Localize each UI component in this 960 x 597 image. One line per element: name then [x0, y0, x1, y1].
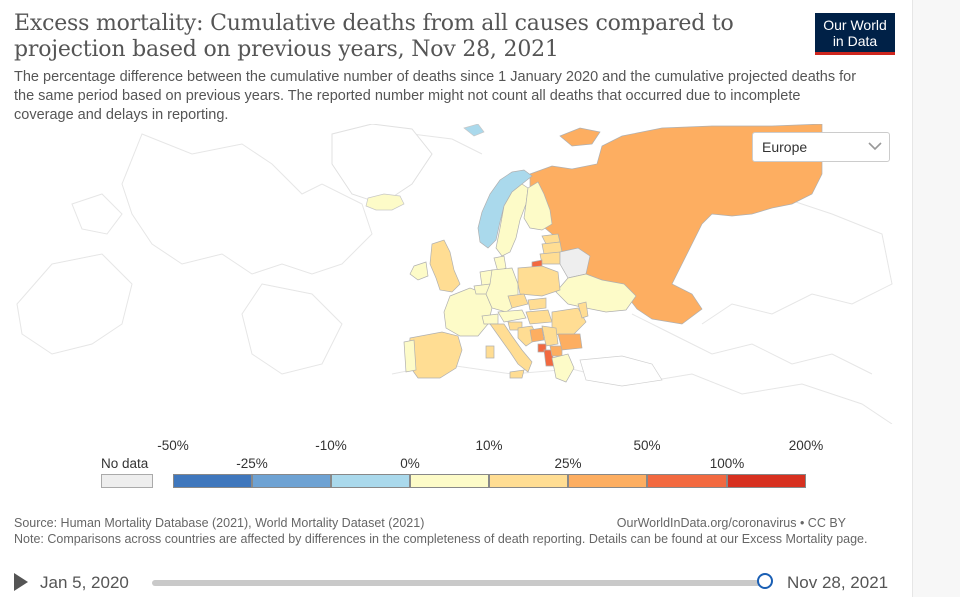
logo-line-2: in Data — [832, 33, 878, 49]
country-svalbard[interactable] — [463, 124, 485, 137]
side-panel-edge — [912, 0, 960, 597]
legend-tick-25: 25% — [554, 456, 582, 471]
legend-bin-1[interactable] — [173, 474, 252, 488]
country-turkey[interactable] — [579, 355, 663, 387]
country-finland[interactable] — [523, 181, 553, 231]
country-ireland[interactable] — [409, 261, 429, 281]
country-serbia[interactable] — [541, 325, 559, 347]
footer-link[interactable]: OurWorldInData.org/coronavirus • CC BY — [616, 516, 846, 530]
country-north-macedonia[interactable] — [549, 345, 563, 357]
legend-no-data-label: No data — [101, 456, 149, 471]
country-czechia[interactable] — [507, 293, 529, 309]
legend-bin-8[interactable] — [727, 474, 806, 488]
map — [16, 124, 893, 424]
chart-frame: Excess mortality: Cumulative deaths from… — [0, 11, 912, 597]
timeline-thumb[interactable] — [757, 573, 773, 589]
legend-tick-minus-50: -50% — [157, 438, 189, 453]
country-moldova[interactable] — [577, 301, 589, 319]
timeline-track[interactable] — [152, 580, 766, 586]
logo-accent-bar — [815, 52, 895, 55]
country-switzerland[interactable] — [481, 313, 499, 325]
title-line-2: projection based on previous years, Nov … — [14, 37, 559, 62]
country-slovakia[interactable] — [527, 297, 547, 311]
legend-tick-0: 0% — [400, 456, 420, 471]
legend-tick-200: 200% — [788, 438, 824, 453]
source-text: Source: Human Mortality Database (2021),… — [14, 516, 425, 530]
legend-no-data-swatch[interactable] — [101, 474, 153, 488]
region-select[interactable]: Europe — [752, 132, 890, 162]
country-ukraine[interactable] — [555, 273, 637, 313]
note-text: Note: Comparisons across countries are a… — [14, 532, 868, 546]
legend-tick-100: 100% — [709, 456, 745, 471]
country-denmark[interactable] — [493, 255, 507, 273]
legend-bin-6[interactable] — [568, 474, 647, 488]
country-lithuania[interactable] — [539, 251, 561, 265]
russia-novaya-zemlya — [559, 127, 601, 147]
country-bosnia[interactable] — [529, 327, 545, 343]
legend-tick-minus-25: -25% — [236, 456, 268, 471]
country-greece[interactable] — [551, 353, 575, 383]
timeline: Jan 5, 2020 Nov 28, 2021 — [0, 568, 912, 597]
legend-bin-3[interactable] — [331, 474, 410, 488]
chart-title: Excess mortality: Cumulative deaths from… — [14, 11, 774, 63]
timeline-end-date: Nov 28, 2021 — [787, 573, 889, 592]
logo-line-1: Our World — [823, 17, 887, 33]
greenland — [331, 124, 433, 205]
country-iceland[interactable] — [365, 193, 405, 211]
country-portugal[interactable] — [403, 339, 417, 373]
region-select-value: Europe — [762, 139, 808, 155]
title-line-1: Excess mortality: Cumulative deaths from… — [14, 11, 734, 36]
italy-sicily — [509, 369, 525, 379]
country-bulgaria[interactable] — [557, 333, 583, 351]
legend-tick-minus-10: -10% — [315, 438, 347, 453]
chevron-down-icon — [868, 142, 882, 151]
country-france[interactable] — [443, 287, 493, 337]
country-italy[interactable] — [489, 323, 533, 373]
owid-logo[interactable]: Our World in Data — [815, 13, 895, 55]
country-spain[interactable] — [407, 331, 463, 379]
legend-bin-2[interactable] — [252, 474, 331, 488]
timeline-start-date: Jan 5, 2020 — [40, 573, 129, 592]
chart-subtitle: The percentage difference between the cu… — [14, 69, 857, 123]
country-austria[interactable] — [497, 309, 527, 323]
country-sweden[interactable] — [495, 183, 529, 257]
italy-sardinia — [485, 345, 495, 359]
legend-tick-50: 50% — [633, 438, 661, 453]
country-united-kingdom[interactable] — [429, 239, 461, 293]
country-hungary[interactable] — [525, 309, 553, 325]
legend-bin-5[interactable] — [489, 474, 568, 488]
legend: No data -50% -10% 10% 50% 200% -25% 0% 2… — [0, 432, 912, 502]
play-icon[interactable] — [14, 573, 28, 591]
legend-bin-7[interactable] — [647, 474, 727, 488]
legend-tick-10: 10% — [475, 438, 503, 453]
legend-bin-4[interactable] — [410, 474, 489, 488]
country-poland[interactable] — [517, 265, 561, 297]
